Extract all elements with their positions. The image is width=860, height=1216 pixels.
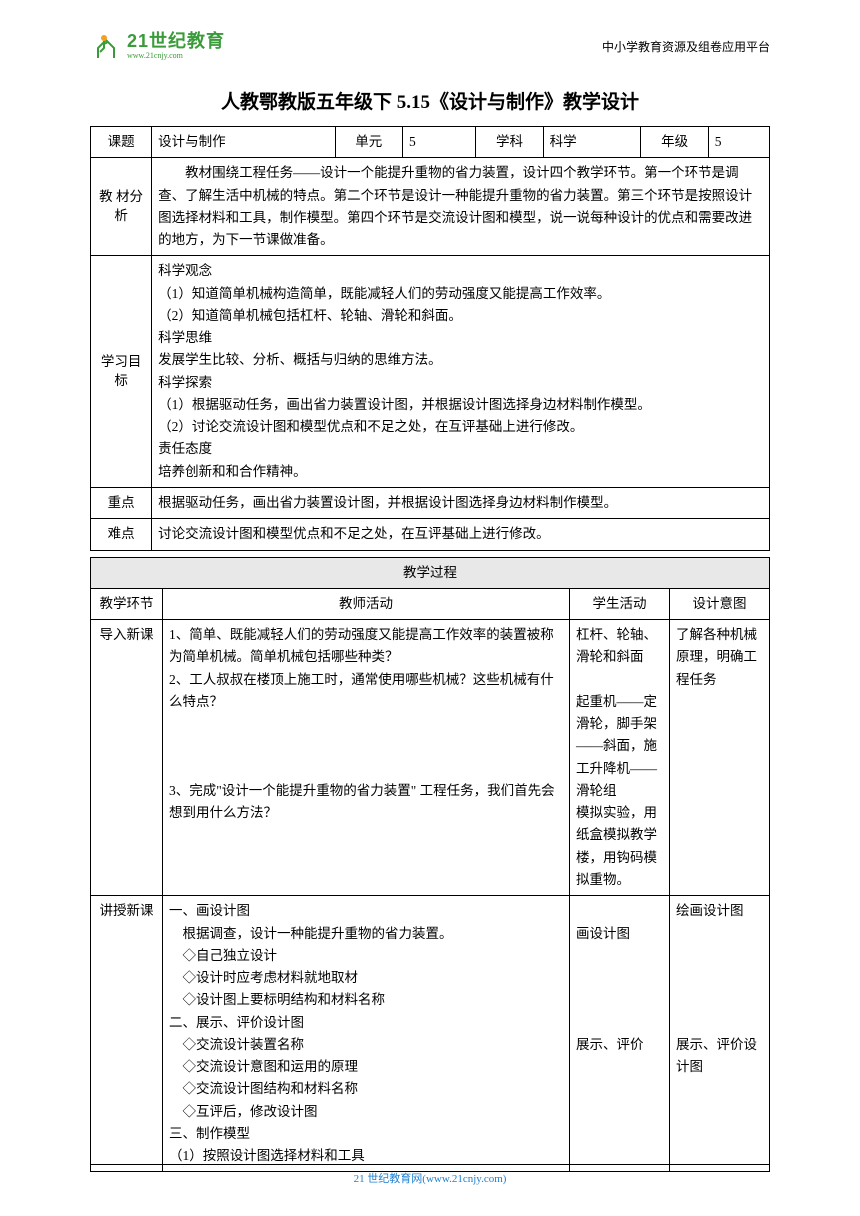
daoru-s-line (576, 669, 663, 691)
js-i-line (676, 989, 763, 1011)
col-intent: 设计意图 (670, 588, 770, 619)
col-huanjie: 教学环节 (91, 588, 163, 619)
js-i-line (676, 967, 763, 989)
xuexi-content: 科学观念 （1）知道简单机械构造简单，既能减轻人们的劳动强度又能提高工作效率。 … (152, 256, 770, 488)
js-i-line (676, 923, 763, 945)
logo-main-text: 21世纪教育 (127, 32, 225, 52)
daoru-t-line: 3、完成"设计一个能提升重物的省力装置" 工程任务，我们首先会想到用什么方法？ (169, 780, 563, 825)
js-t-line: ◇互评后，修改设计图 (169, 1101, 563, 1123)
process-cols-row: 教学环节 教师活动 学生活动 设计意图 (91, 588, 770, 619)
daoru-t-line (169, 713, 563, 735)
xuexi-label: 学习目标 (91, 256, 152, 488)
nianji-label: 年级 (641, 127, 708, 158)
process-table: 教学过程 教学环节 教师活动 学生活动 设计意图 导入新课 1、简单、既能减轻人… (90, 557, 770, 1173)
daoru-label: 导入新课 (91, 620, 163, 896)
xuexi-line: 责任态度 (158, 438, 763, 460)
footer-divider (90, 1164, 770, 1165)
daoru-t-line: 2、工人叔叔在楼顶上施工时，通常使用哪些机械？这些机械有什么特点？ (169, 669, 563, 714)
daoru-s-line: 杠杆、轮轴、滑轮和斜面 (576, 624, 663, 669)
js-t-line: 三、制作模型 (169, 1123, 563, 1145)
jiangshou-row: 讲授新课 一、画设计图 根据调查，设计一种能提升重物的省力装置。 ◇自己独立设计… (91, 896, 770, 1172)
js-s-line (576, 967, 663, 989)
daoru-s-line: 模拟实验，用纸盒模拟教学楼，用钩码模拟重物。 (576, 802, 663, 891)
jiaocai-label: 教 材分 析 (91, 158, 152, 256)
xuexi-line: 培养创新和和合作精神。 (158, 461, 763, 483)
keti-label: 课题 (91, 127, 152, 158)
content-area: 人教鄂教版五年级下 5.15《设计与制作》教学设计 课题 设计与制作 单元 5 … (0, 87, 860, 1172)
xueke-label: 学科 (476, 127, 543, 158)
jiangshou-intent: 绘画设计图 展示、评价设计图 (670, 896, 770, 1172)
xuexi-line: 科学思维 (158, 327, 763, 349)
js-s-line (576, 989, 663, 1011)
daoru-teacher: 1、简单、既能减轻人们的劳动强度又能提高工作效率的装置被称为简单机械。简单机械包… (163, 620, 570, 896)
xuexi-row: 学习目标 科学观念 （1）知道简单机械构造简单，既能减轻人们的劳动强度又能提高工… (91, 256, 770, 488)
page-title: 人教鄂教版五年级下 5.15《设计与制作》教学设计 (90, 87, 770, 114)
js-t-line: ◇交流设计图结构和材料名称 (169, 1078, 563, 1100)
footer-text: 21 世纪教育网(www.21cnjy.com) (0, 1170, 860, 1186)
logo-sub-text: www.21cnjy.com (127, 52, 225, 61)
js-i-line (676, 945, 763, 967)
xueke-value: 科学 (543, 127, 641, 158)
daoru-student: 杠杆、轮轴、滑轮和斜面 起重机——定滑轮，脚手架——斜面，施工升降机——滑轮组 … (570, 620, 670, 896)
js-t-line: ◇交流设计意图和运用的原理 (169, 1056, 563, 1078)
zhongdian-text: 根据驱动任务，画出省力装置设计图，并根据设计图选择身边材料制作模型。 (152, 487, 770, 518)
daoru-intent: 了解各种机械原理，明确工程任务 (670, 620, 770, 896)
xuexi-line: （1）知道简单机械构造简单，既能减轻人们的劳动强度又能提高工作效率。 (158, 283, 763, 305)
page-header: 21世纪教育 www.21cnjy.com 中小学教育资源及组卷应用平台 (0, 0, 860, 72)
info-row: 课题 设计与制作 单元 5 学科 科学 年级 5 (91, 127, 770, 158)
js-i-line: 绘画设计图 (676, 900, 763, 922)
logo-text: 21世纪教育 www.21cnjy.com (127, 32, 225, 61)
page-footer: 21 世纪教育网(www.21cnjy.com) (0, 1164, 860, 1186)
keti-value: 设计与制作 (152, 127, 336, 158)
nandian-label: 难点 (91, 519, 152, 550)
xuexi-line: （1）根据驱动任务，画出省力装置设计图，并根据设计图选择身边材料制作模型。 (158, 394, 763, 416)
js-s-line (576, 1012, 663, 1034)
daoru-row: 导入新课 1、简单、既能减轻人们的劳动强度又能提高工作效率的装置被称为简单机械。… (91, 620, 770, 896)
process-header: 教学过程 (91, 557, 770, 588)
nandian-row: 难点 讨论交流设计图和模型优点和不足之处，在互评基础上进行修改。 (91, 519, 770, 550)
js-t-line: 根据调查，设计一种能提升重物的省力装置。 (169, 923, 563, 945)
jiangshou-teacher: 一、画设计图 根据调查，设计一种能提升重物的省力装置。 ◇自己独立设计 ◇设计时… (163, 896, 570, 1172)
zhongdian-label: 重点 (91, 487, 152, 518)
js-s-line (576, 945, 663, 967)
logo-area: 21世纪教育 www.21cnjy.com (90, 30, 225, 62)
js-t-line: 一、画设计图 (169, 900, 563, 922)
daoru-t-line (169, 735, 563, 757)
nandian-text: 讨论交流设计图和模型优点和不足之处，在互评基础上进行修改。 (152, 519, 770, 550)
js-i-line (676, 1012, 763, 1034)
js-s-line: 展示、评价 (576, 1034, 663, 1056)
xuexi-line: （2）知道简单机械包括杠杆、轮轴、滑轮和斜面。 (158, 305, 763, 327)
js-t-line: ◇交流设计装置名称 (169, 1034, 563, 1056)
js-s-line (576, 900, 663, 922)
jiangshou-label: 讲授新课 (91, 896, 163, 1172)
logo-icon (90, 30, 122, 62)
process-header-row: 教学过程 (91, 557, 770, 588)
daoru-t-line: 1、简单、既能减轻人们的劳动强度又能提高工作效率的装置被称为简单机械。简单机械包… (169, 624, 563, 669)
daoru-t-line (169, 758, 563, 780)
danyuan-label: 单元 (335, 127, 402, 158)
xuexi-line: 发展学生比较、分析、概括与归纳的思维方法。 (158, 349, 763, 371)
js-t-line: 二、展示、评价设计图 (169, 1012, 563, 1034)
js-t-line: ◇设计时应考虑材料就地取材 (169, 967, 563, 989)
jiaocai-text: 教材围绕工程任务——设计一个能提升重物的省力装置，设计四个教学环节。第一个环节是… (152, 158, 770, 256)
col-teacher: 教师活动 (163, 588, 570, 619)
xuexi-line: 科学观念 (158, 260, 763, 282)
xuexi-line: 科学探索 (158, 372, 763, 394)
js-s-line: 画设计图 (576, 923, 663, 945)
daoru-s-line: 起重机——定滑轮，脚手架——斜面，施工升降机——滑轮组 (576, 691, 663, 802)
js-i-line: 展示、评价设计图 (676, 1034, 763, 1079)
danyuan-value: 5 (402, 127, 475, 158)
xuexi-line: （2）讨论交流设计图和模型优点和不足之处，在互评基础上进行修改。 (158, 416, 763, 438)
js-t-line: ◇自己独立设计 (169, 945, 563, 967)
header-right-text: 中小学教育资源及组卷应用平台 (602, 38, 770, 55)
nianji-value: 5 (708, 127, 769, 158)
main-table: 课题 设计与制作 单元 5 学科 科学 年级 5 教 材分 析 教材围绕工程任务… (90, 126, 770, 551)
col-student: 学生活动 (570, 588, 670, 619)
jiangshou-student: 画设计图 展示、评价 (570, 896, 670, 1172)
js-t-line: ◇设计图上要标明结构和材料名称 (169, 989, 563, 1011)
jiaocai-row: 教 材分 析 教材围绕工程任务——设计一个能提升重物的省力装置，设计四个教学环节… (91, 158, 770, 256)
zhongdian-row: 重点 根据驱动任务，画出省力装置设计图，并根据设计图选择身边材料制作模型。 (91, 487, 770, 518)
